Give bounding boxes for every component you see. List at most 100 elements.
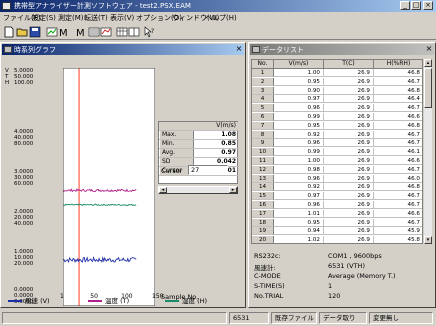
menu-options[interactable]: オプション(O) (136, 14, 182, 22)
split-view-icon[interactable] (128, 26, 140, 38)
table-row[interactable]: 14 0.92 26.9 46.8 (252, 183, 422, 192)
table-row[interactable]: 12 0.98 26.9 46.7 (252, 165, 422, 175)
close-button[interactable]: × (423, 1, 433, 10)
status-bar: 6531 既存ファイル データ取り 変更無し (0, 310, 436, 326)
table-view-icon[interactable] (116, 26, 128, 38)
table-close-button[interactable]: × (425, 44, 433, 53)
memory-icon[interactable]: M (58, 26, 70, 38)
table-cell: 26.9 (324, 227, 374, 236)
y-tick: 40.000 (14, 135, 34, 141)
menu-help[interactable]: ヘルプ(H) (205, 14, 237, 22)
legend-label: 湿度 (H) (182, 297, 208, 305)
plot-background (63, 68, 155, 306)
col-header-t[interactable]: T(C) (324, 60, 374, 69)
info-key: C-MODE (254, 272, 281, 280)
menu-measure[interactable]: 測定(M) (58, 14, 84, 22)
table-scrollbar[interactable]: ▴ ▾ (424, 59, 432, 244)
table-row[interactable]: 9 0.96 26.9 46.7 (252, 139, 422, 148)
graph-panel-titlebar: 時系列グラフ (2, 44, 244, 55)
menu-window[interactable]: ウィンドウ(W) (172, 14, 220, 22)
x-tick-label: 50 (90, 293, 98, 300)
y-tick: 80.000 (14, 141, 34, 147)
x-tick-label: 150 (152, 293, 164, 300)
graph-view-icon[interactable] (100, 26, 112, 38)
menu-settings[interactable]: 設定(S) (32, 14, 56, 22)
table-cell: 0.96 (274, 139, 324, 148)
table-row[interactable]: 11 1.00 26.9 46.6 (252, 157, 422, 166)
open-folder-icon[interactable] (16, 26, 28, 38)
minimize-button[interactable]: _ (400, 1, 410, 10)
table-cell: 46.7 (374, 219, 422, 227)
col-header-h[interactable]: H(%RH) (374, 60, 422, 69)
x-tick-label: 1 (60, 293, 64, 300)
table-cell: 26.9 (324, 209, 374, 218)
table-cell: 0.99 (274, 113, 324, 121)
table-cell: 26.9 (324, 183, 374, 192)
table-cell: 11 (252, 157, 274, 165)
info-key: 風速計: (254, 264, 276, 272)
table-row[interactable]: 15 0.97 26.9 46.7 (252, 192, 422, 201)
stats-label: Avg. (160, 149, 194, 157)
scroll-up-arrow[interactable]: ▴ (424, 59, 432, 67)
scroll-left-arrow[interactable]: ◂ (159, 187, 167, 193)
save-icon[interactable] (29, 26, 41, 38)
table-row[interactable]: 5 0.96 26.9 46.7 (252, 104, 422, 113)
help-pointer-icon[interactable]: ? (143, 26, 155, 38)
stats-scrollbar[interactable]: ◂ ▸ (158, 186, 238, 194)
axis-names: V T H (5, 68, 9, 86)
table-row[interactable]: 16 0.96 26.9 46.7 (252, 201, 422, 210)
table-row[interactable]: 19 0.94 26.9 45.9 (252, 227, 422, 236)
table-row[interactable]: 2 0.95 26.9 46.7 (252, 77, 422, 87)
table-row[interactable]: 18 0.95 26.9 46.7 (252, 218, 422, 228)
table-cell: 26.9 (324, 157, 374, 165)
table-cell: 9 (252, 139, 274, 148)
memory-transfer-icon[interactable]: M (75, 26, 87, 38)
table-cell: 46.8 (374, 69, 422, 77)
table-row[interactable]: 7 0.95 26.9 46.8 (252, 121, 422, 131)
info-value: 120 (328, 292, 341, 300)
table-row[interactable]: 4 0.97 26.9 46.4 (252, 95, 422, 104)
table-row[interactable]: 6 0.99 26.9 46.6 (252, 113, 422, 122)
table-cell: 26.9 (324, 201, 374, 209)
menu-transfer[interactable]: 転送(T) (84, 14, 108, 22)
time-series-chart[interactable] (63, 68, 155, 306)
table-row[interactable]: 3 0.90 26.9 46.8 (252, 86, 422, 96)
maximize-button[interactable]: □ (411, 1, 421, 10)
scroll-down-arrow[interactable]: ▾ (424, 236, 432, 244)
table-cell: 26.9 (324, 121, 374, 130)
table-row[interactable]: 8 0.92 26.9 46.7 (252, 130, 422, 140)
y-tick: 0.0000 (14, 299, 34, 305)
table-cell: 0.96 (274, 201, 324, 209)
menu-file[interactable]: ファイル(F) (3, 14, 41, 22)
stats-label: Min. (160, 140, 194, 148)
info-value: COM1 , 9600bps (328, 252, 382, 260)
svg-text:M: M (59, 28, 68, 38)
table-cell: 26.9 (324, 95, 374, 104)
table-row[interactable]: 17 1.01 26.9 46.6 (252, 209, 422, 219)
list-view-icon[interactable] (88, 26, 100, 38)
col-header-no[interactable]: No. (252, 60, 274, 69)
table-row[interactable]: 10 0.99 26.9 46.1 (252, 148, 422, 157)
stats-label: SD (160, 158, 194, 166)
measure-icon[interactable] (46, 26, 58, 38)
table-cell: 46.7 (374, 166, 422, 174)
cursor-input[interactable]: 27 (188, 165, 228, 175)
scroll-thumb[interactable] (424, 68, 432, 108)
table-cell: 19 (252, 227, 274, 236)
table-cell: 17 (252, 209, 274, 218)
table-row[interactable]: 13 0.96 26.9 46.0 (252, 174, 422, 184)
table-cell: 4 (252, 95, 274, 104)
menu-view[interactable]: 表示(V) (110, 14, 135, 22)
col-header-v[interactable]: V(m/s) (274, 60, 324, 69)
graph-close-button[interactable]: × (235, 44, 243, 53)
scroll-right-arrow[interactable]: ▸ (229, 187, 237, 193)
y-tick: 20.000 (14, 261, 34, 267)
status-message (2, 312, 227, 324)
data-table[interactable]: No. V(m/s) T(C) H(%RH) 1 1.00 26.9 46.8 2 0.9… (251, 59, 423, 244)
axis-name-h: H (5, 80, 10, 86)
legend-label: 風速 (V) (25, 297, 50, 305)
table-row[interactable]: 1 1.00 26.9 46.8 (252, 69, 422, 78)
new-file-icon[interactable] (3, 26, 15, 38)
table-cell: 26.9 (324, 130, 374, 139)
table-row[interactable]: 20 1.02 26.9 45.8 (252, 236, 422, 243)
